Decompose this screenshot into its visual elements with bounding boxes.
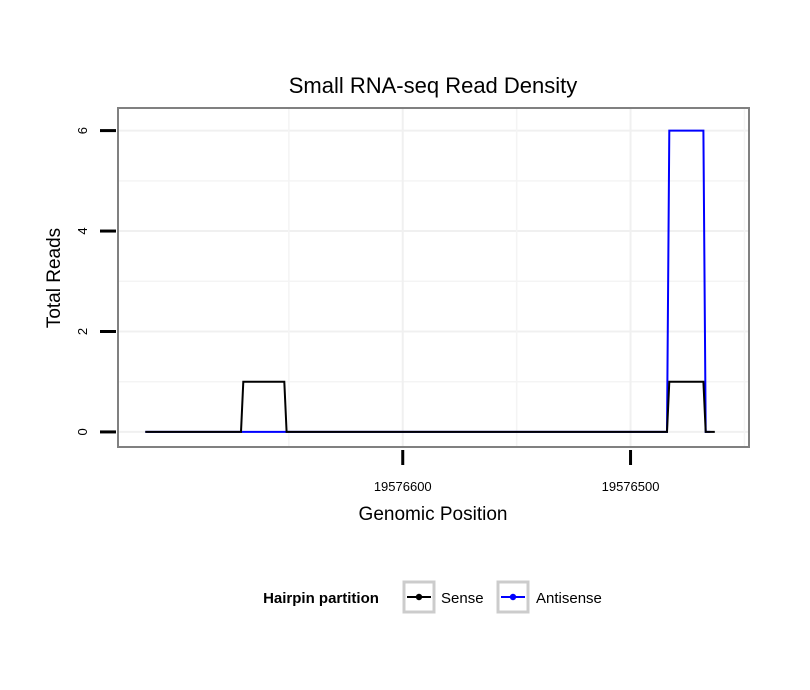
legend-key-point-antisense bbox=[509, 593, 517, 601]
y-tick-label: 0 bbox=[75, 428, 90, 435]
legend-key-point-sense bbox=[415, 593, 423, 601]
x-axis-label: Genomic Position bbox=[359, 504, 508, 525]
legend-label-sense: Sense bbox=[441, 590, 484, 607]
y-axis-label: Total Reads bbox=[44, 228, 65, 328]
plot-panel bbox=[118, 108, 749, 447]
legend-item-sense: Sense bbox=[402, 580, 484, 614]
series-line-sense bbox=[145, 380, 715, 433]
x-tick-label: 19576600 bbox=[374, 479, 432, 494]
y-tick-label: 2 bbox=[75, 328, 90, 335]
plot-border bbox=[117, 107, 750, 448]
legend-item-antisense: Antisense bbox=[496, 580, 602, 614]
x-tick-label: 19576500 bbox=[602, 479, 660, 494]
y-tick-label: 4 bbox=[75, 227, 90, 234]
legend: Hairpin partition Sense Antisense bbox=[263, 580, 602, 614]
legend-title: Hairpin partition bbox=[263, 590, 379, 607]
chart-title: Small RNA-seq Read Density bbox=[289, 73, 578, 98]
plot-layer: 0 2 4 6 19576600 19576500 bbox=[75, 107, 750, 494]
legend-label-antisense: Antisense bbox=[536, 590, 602, 607]
y-tick-label: 6 bbox=[75, 127, 90, 134]
